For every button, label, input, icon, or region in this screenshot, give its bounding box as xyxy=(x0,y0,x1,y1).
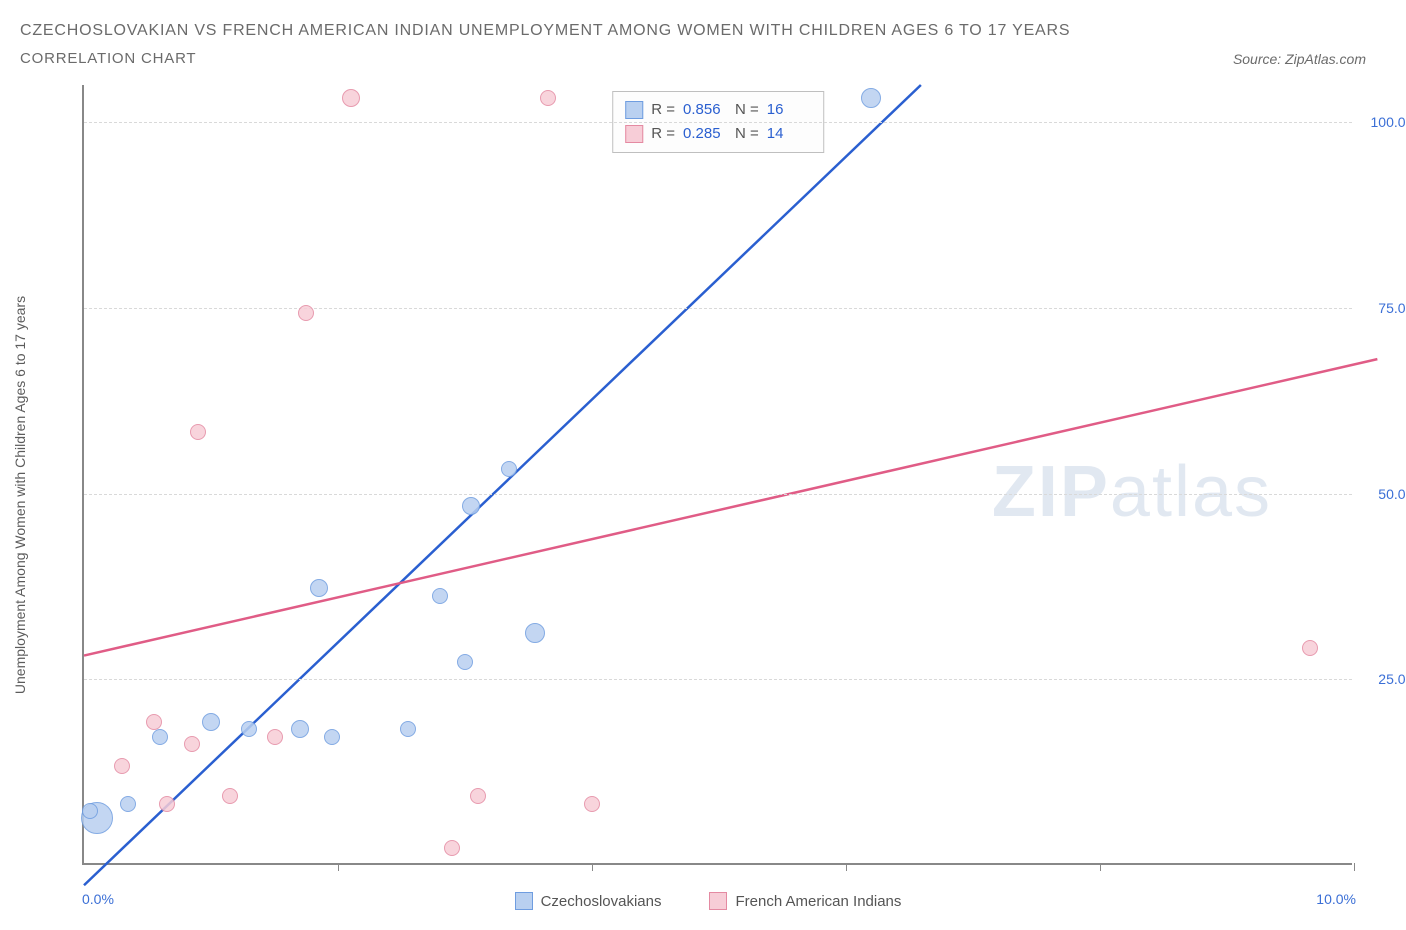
legend-item-french: French American Indians xyxy=(709,892,901,910)
data-point-czech xyxy=(310,579,328,597)
data-point-french xyxy=(190,424,206,440)
legend: Czechoslovakians French American Indians xyxy=(30,892,1386,910)
plot-area: ZIPatlas R =0.856N =16R =0.285N =14 25.0… xyxy=(82,85,1352,865)
stat-row-french: R = 0.285 N = 14 xyxy=(625,122,811,146)
swatch-czech xyxy=(625,101,643,119)
header: CZECHOSLOVAKIAN VS FRENCH AMERICAN INDIA… xyxy=(0,0,1406,75)
data-point-french xyxy=(342,89,360,107)
trendline-french xyxy=(84,359,1377,655)
watermark: ZIPatlas xyxy=(992,451,1272,533)
gridline xyxy=(84,679,1352,680)
legend-item-czech: Czechoslovakians xyxy=(515,892,662,910)
chart-title: CZECHOSLOVAKIAN VS FRENCH AMERICAN INDIA… xyxy=(20,18,1233,44)
y-axis-label: Unemployment Among Women with Children A… xyxy=(12,296,28,694)
data-point-czech xyxy=(202,713,220,731)
data-point-french xyxy=(114,758,130,774)
data-point-french xyxy=(267,729,283,745)
x-tick xyxy=(1100,863,1101,871)
n-label: N = xyxy=(735,122,759,146)
data-point-french xyxy=(584,796,600,812)
y-tick-label: 25.0% xyxy=(1378,671,1406,687)
y-tick-label: 50.0% xyxy=(1378,486,1406,502)
data-point-czech xyxy=(152,729,168,745)
r-value-czech: 0.856 xyxy=(683,98,727,122)
y-tick-label: 100.0% xyxy=(1371,114,1406,130)
data-point-french xyxy=(146,714,162,730)
data-point-czech xyxy=(861,88,881,108)
data-point-czech xyxy=(241,721,257,737)
trendlines-svg xyxy=(84,85,1352,863)
data-point-french xyxy=(540,90,556,106)
legend-swatch-french xyxy=(709,892,727,910)
r-label: R = xyxy=(651,122,675,146)
legend-label-french: French American Indians xyxy=(735,893,901,910)
chart-subtitle: CORRELATION CHART xyxy=(20,50,1233,67)
data-point-czech xyxy=(324,729,340,745)
gridline xyxy=(84,308,1352,309)
stat-row-czech: R = 0.856 N = 16 xyxy=(625,98,811,122)
n-label: N = xyxy=(735,98,759,122)
data-point-czech xyxy=(457,654,473,670)
data-point-czech xyxy=(525,623,545,643)
watermark-bold: ZIP xyxy=(992,452,1110,532)
x-tick xyxy=(1354,863,1355,871)
y-tick-label: 75.0% xyxy=(1378,300,1406,316)
r-label: R = xyxy=(651,98,675,122)
data-point-czech xyxy=(462,497,480,515)
data-point-french xyxy=(222,788,238,804)
data-point-french xyxy=(184,736,200,752)
x-tick xyxy=(592,863,593,871)
r-value-french: 0.285 xyxy=(683,122,727,146)
chart-area: Unemployment Among Women with Children A… xyxy=(30,85,1386,905)
data-point-french xyxy=(1302,640,1318,656)
data-point-french xyxy=(159,796,175,812)
data-point-czech xyxy=(291,720,309,738)
gridline xyxy=(84,122,1352,123)
trendline-czech xyxy=(84,85,921,885)
n-value-french: 14 xyxy=(767,122,811,146)
gridline xyxy=(84,494,1352,495)
x-tick xyxy=(846,863,847,871)
source-prefix: Source: xyxy=(1233,51,1285,67)
x-tick xyxy=(338,863,339,871)
data-point-czech xyxy=(120,796,136,812)
data-point-czech xyxy=(82,803,98,819)
source-name: ZipAtlas.com xyxy=(1285,51,1366,67)
title-block: CZECHOSLOVAKIAN VS FRENCH AMERICAN INDIA… xyxy=(20,18,1233,67)
data-point-czech xyxy=(501,461,517,477)
data-point-french xyxy=(298,305,314,321)
data-point-french xyxy=(470,788,486,804)
watermark-rest: atlas xyxy=(1110,452,1272,532)
legend-swatch-czech xyxy=(515,892,533,910)
n-value-czech: 16 xyxy=(767,98,811,122)
source-attribution: Source: ZipAtlas.com xyxy=(1233,51,1386,67)
data-point-french xyxy=(444,840,460,856)
data-point-czech xyxy=(432,588,448,604)
data-point-czech xyxy=(400,721,416,737)
legend-label-czech: Czechoslovakians xyxy=(541,893,662,910)
swatch-french xyxy=(625,125,643,143)
